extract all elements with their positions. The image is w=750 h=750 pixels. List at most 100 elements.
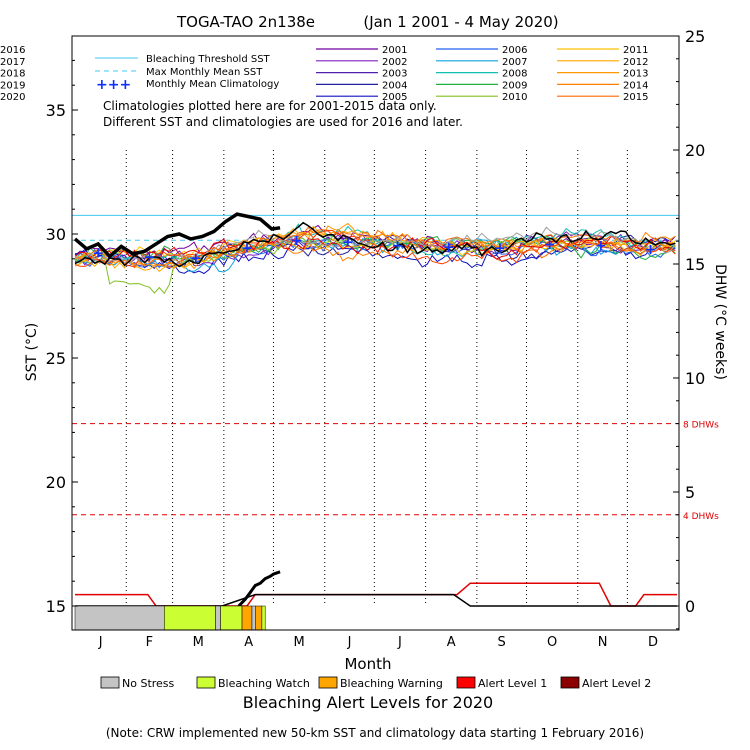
dhw-line-2020 <box>237 570 281 608</box>
climatology-marker: + <box>595 238 607 254</box>
dhw-threshold-label: 4 DHWs <box>683 512 719 522</box>
legend-label-2019: 2019 <box>0 80 25 91</box>
y-tick-label: 25 <box>46 349 66 368</box>
y2-tick-label: 25 <box>685 27 705 46</box>
annotation-line-2: Different SST and climatologies are used… <box>103 115 463 129</box>
y-tick-label: 35 <box>46 101 66 120</box>
alert-segment <box>220 605 243 631</box>
x-tick-label: D <box>648 635 658 650</box>
alert-legend-swatch <box>560 676 580 689</box>
y2-tick-label: 0 <box>685 597 695 616</box>
climatology-marker: + <box>342 234 354 250</box>
legend-label-2005: 2005 <box>382 92 407 103</box>
x-tick-label: M <box>293 635 304 650</box>
legend-label-2008: 2008 <box>502 69 527 80</box>
legend-label-2012: 2012 <box>623 57 648 68</box>
axes: 15 20 25 30 35 0 5 10 15 20 25 J F M A M J J A S O N D <box>46 27 706 650</box>
climatology-marker: + <box>392 238 404 254</box>
alert-legend-swatch <box>456 676 476 689</box>
series-line-2018 <box>74 226 676 265</box>
legend-label: Max Monthly Mean SST <box>146 67 263 78</box>
x-tick-label: N <box>598 635 608 650</box>
sst-series <box>73 212 676 295</box>
climatology-marker: + <box>291 233 303 249</box>
alert-legend-label: Alert Level 2 <box>582 677 651 690</box>
legend-label-2011: 2011 <box>623 45 648 56</box>
alert-segment <box>74 605 165 631</box>
month-grid <box>125 150 628 606</box>
climatology-marker: + <box>92 246 104 262</box>
alert-legend-label: Bleaching Watch <box>218 677 310 690</box>
legend-label: Bleaching Threshold SST <box>146 54 271 65</box>
legend-label-2013: 2013 <box>623 69 648 80</box>
alert-legend-label: Alert Level 1 <box>478 677 547 690</box>
x-tick-label: A <box>244 635 253 650</box>
x-tick-label: O <box>547 635 557 650</box>
y-axis-title: SST (°C) <box>24 323 40 381</box>
x-tick-label: J <box>397 635 402 650</box>
y2-tick-label: 15 <box>685 255 705 274</box>
chart-title: TOGA-TAO 2n138e <box>176 13 315 31</box>
legend-label-2007: 2007 <box>502 57 527 68</box>
alert-legend-swatch <box>318 676 338 689</box>
footnote: (Note: CRW implemented new 50-km SST and… <box>106 726 644 740</box>
alert-legend-label: No Stress <box>122 677 175 690</box>
climatology-marker: + <box>443 239 455 255</box>
climatology-marker: + <box>190 251 202 267</box>
legend-label: Monthly Mean Climatology <box>146 79 279 90</box>
legend-label-2020: 2020 <box>0 92 25 103</box>
legend-label-2016: 2016 <box>0 45 25 56</box>
x-tick-label: F <box>146 635 153 650</box>
legend-label-2001: 2001 <box>382 45 407 56</box>
dhw-threshold-label: 8 DHWs <box>683 421 719 431</box>
x-axis-title: Month <box>344 655 391 673</box>
legend-label-2017: 2017 <box>0 57 25 68</box>
y2-axis-title: DHW (°C weeks) <box>712 264 728 380</box>
alert-segment <box>251 605 256 631</box>
climatology-marker: + <box>241 241 253 257</box>
x-tick-label: J <box>98 635 103 650</box>
legend: Bleaching Threshold SST Max Monthly Mean … <box>0 45 648 103</box>
alert-bar-title: Bleaching Alert Levels for 2020 <box>243 693 493 712</box>
legend-swatch: +++ <box>96 77 131 93</box>
series-line-2017 <box>74 235 676 261</box>
x-tick-label: M <box>193 635 204 650</box>
legend-label-2009: 2009 <box>502 80 527 91</box>
legend-label-2006: 2006 <box>502 45 527 56</box>
alert-segment <box>255 605 263 631</box>
chart-subtitle: (Jan 1 2001 - 4 May 2020) <box>363 13 558 31</box>
x-tick-label: A <box>447 635 456 650</box>
climatology-marker: + <box>494 241 506 257</box>
dhw-line-2017 <box>75 582 677 607</box>
y2-tick-label: 10 <box>685 369 705 388</box>
y-tick-label: 20 <box>46 473 66 492</box>
x-tick-label: J <box>347 635 352 650</box>
series-line-2019 <box>74 221 676 268</box>
climatology-marker: + <box>645 242 657 258</box>
alert-segment <box>261 605 266 631</box>
climatology-marker: + <box>544 237 556 253</box>
legend-label-2004: 2004 <box>382 80 407 91</box>
y2-tick-label: 5 <box>685 483 695 502</box>
alert-legend-swatch <box>100 676 120 689</box>
legend-label-2018: 2018 <box>0 69 25 80</box>
alert-segment <box>241 605 253 631</box>
alert-legend-label: Bleaching Warning <box>340 677 443 690</box>
annotation-line-1: Climatologies plotted here are for 2001-… <box>103 99 437 113</box>
series-line-2020 <box>73 212 281 259</box>
alert-legend-swatch <box>196 676 216 689</box>
series-line-2016 <box>74 229 676 268</box>
alert-segment <box>215 605 221 631</box>
monthly-mean-climatology-markers: + + + + + + + + + + + + <box>92 233 656 266</box>
legend-label-2002: 2002 <box>382 57 407 68</box>
climatology-marker: + <box>144 249 156 265</box>
legend-label-2010: 2010 <box>502 92 527 103</box>
legend-label-2003: 2003 <box>382 69 407 80</box>
alert-segment <box>164 605 216 631</box>
y-tick-label: 30 <box>46 225 66 244</box>
y2-tick-label: 20 <box>685 141 705 160</box>
x-tick-label: S <box>498 635 506 650</box>
legend-label-2015: 2015 <box>623 92 648 103</box>
alert-bar <box>74 605 266 631</box>
